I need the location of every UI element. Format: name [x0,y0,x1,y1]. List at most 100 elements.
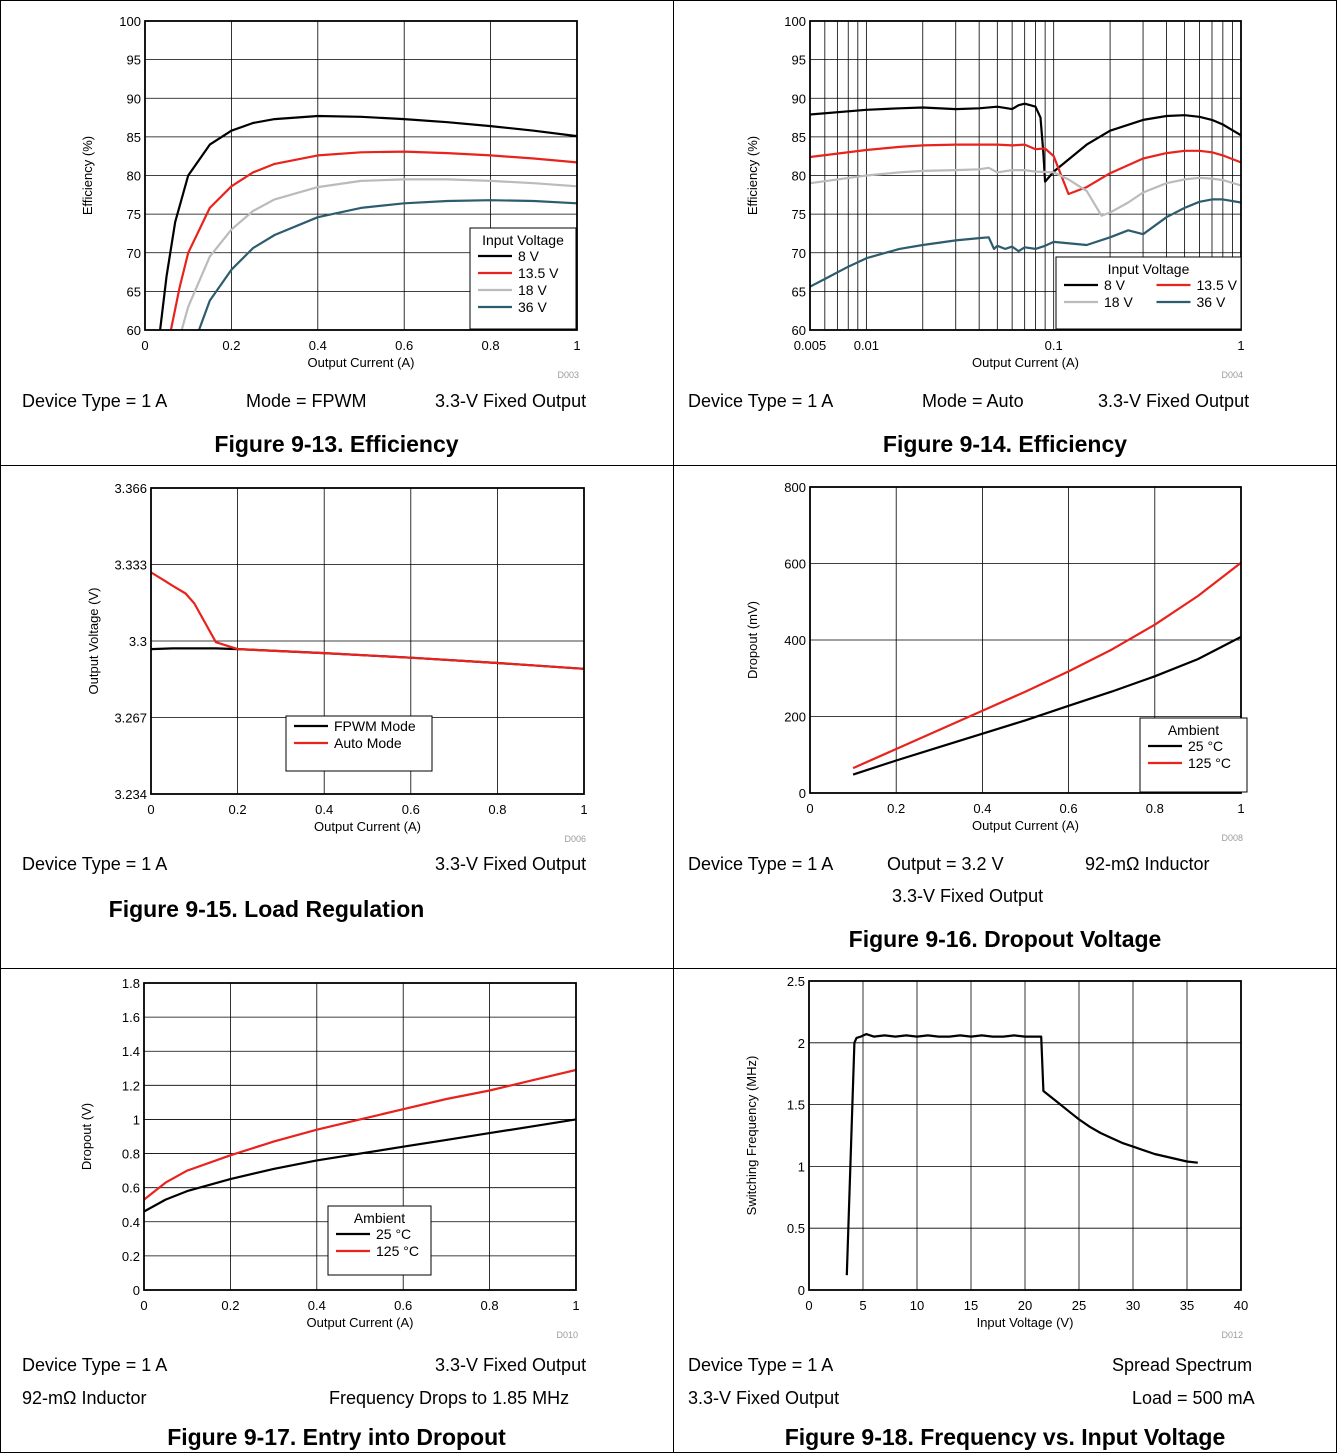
figure-caption: Figure 9-17. Entry into Dropout [167,1424,506,1450]
figure-id: D003 [557,370,579,380]
plot-frame [144,20,578,331]
condition-device-type: Device Type = 1 A [22,854,168,874]
y-tick-label: 1.6 [122,1010,140,1025]
legend-label: 25 °C [1188,738,1223,754]
x-tick-label: 1 [1237,801,1244,816]
legend-label: FPWM Mode [334,718,416,734]
series-line-3 [810,166,1241,217]
x-tick-label: 1 [580,802,587,817]
condition-device-type: Device Type = 1 A [688,1355,834,1375]
condition-output: 3.3-V Fixed Output [1098,391,1250,411]
y-tick-label: 0.5 [787,1221,805,1236]
x-tick-label: 0.2 [887,801,905,816]
y-tick-label: 1.8 [122,976,140,991]
y-tick-label: 2 [798,1036,805,1051]
series-line-4 [810,198,1241,288]
y-tick-label: 3.366 [114,481,147,496]
figure-id: D008 [1221,833,1243,843]
y-tick-label: 65 [127,284,141,299]
figure-caption: Figure 9-16. Dropout Voltage [848,926,1162,952]
plot-frame [143,982,577,1291]
legend-label: 36 V [1197,294,1226,310]
figure-id: D012 [1221,1330,1243,1340]
plot-frame [809,486,1242,794]
panel-load-regulation: 0 0.2 0.4 0.6 0.8 1 3.234 3.267 3.3 3.333 3.366 Out… [0,466,673,968]
y-tick-label: 80 [792,169,806,184]
legend-label: 125 °C [1188,755,1231,771]
legend-box [1139,717,1248,793]
x-tick-label: 0.8 [1146,801,1164,816]
series-line-3 [180,178,577,330]
series-line-2 [810,143,1241,196]
series-line-1 [845,1032,1198,1276]
y-axis-title: Switching Frequency (MHz) [744,1056,759,1216]
y-tick-label: 95 [792,53,806,68]
series-line-2 [144,1068,576,1201]
y-tick-label: 70 [127,246,141,261]
legend-label: 18 V [1104,294,1133,310]
condition-output: 3.3-V Fixed Output [435,854,587,874]
x-tick-label: 0.6 [395,338,413,353]
panel-dropout-voltage: 0 0.2 0.4 0.6 0.8 1 0 200 400 600 800 Output Curren… [673,466,1337,968]
y-tick-label: 90 [792,91,806,106]
plot-frame [809,20,1242,331]
condition-inductor: 92-mΩ Inductor [1085,854,1210,874]
x-tick-label: 40 [1234,1298,1248,1313]
x-tick-label: 0.2 [229,802,247,817]
series-line-1 [852,635,1241,776]
condition-device-type: Device Type = 1 A [688,391,834,411]
legend-box [1055,256,1242,330]
y-tick-label: 85 [792,130,806,145]
y-tick-label: 0.2 [122,1249,140,1264]
condition-output-voltage: Output = 3.2 V [887,854,1004,874]
condition-mode: Mode = Auto [922,391,1024,411]
legend-label: 25 °C [376,1226,411,1242]
condition-output: 3.3-V Fixed Output [435,1355,587,1375]
x-tick-label: 0.4 [309,338,327,353]
y-tick-label: 3.333 [114,558,147,573]
panel-efficiency-fpwm: 0 0.2 0.4 0.6 0.8 1 60 65 70 75 80 85 90 95 100 Output … [0,0,673,465]
y-tick-label: 60 [792,323,806,338]
y-tick-label: 75 [127,207,141,222]
x-tick-label: 5 [859,1298,866,1313]
panel-frequency-vs-input: 0 5 10 15 20 25 30 35 40 0 0.5 1 1.5 2 2.5 Input Voltag… [673,969,1337,1453]
y-tick-label: 1.4 [122,1044,140,1059]
legend-label: Auto Mode [334,735,402,751]
x-tick-label: 20 [1018,1298,1032,1313]
x-tick-label: 1 [573,338,580,353]
condition-device-type: Device Type = 1 A [22,391,168,411]
y-tick-label: 0.8 [122,1147,140,1162]
condition-device-type: Device Type = 1 A [688,854,834,874]
y-tick-label: 1 [798,1159,805,1174]
y-tick-label: 3.267 [114,711,147,726]
x-axis-title: Output Current (A) [314,819,421,834]
legend-label: 36 V [518,299,547,315]
x-axis-title: Output Current (A) [307,1315,414,1330]
figure-id: D004 [1221,370,1243,380]
series-line-4 [197,199,577,330]
x-tick-label: 0.8 [488,802,506,817]
legend-title: Input Voltage [1108,261,1190,277]
series-line-1 [159,114,577,330]
y-axis-title: Efficiency (%) [745,136,760,215]
y-axis-title: Output Voltage (V) [86,588,101,695]
series-line-1 [151,647,584,670]
condition-mode: Mode = FPWM [246,391,367,411]
y-tick-label: 1 [133,1112,140,1127]
x-axis-title: Output Current (A) [308,355,415,370]
y-tick-label: 1.2 [122,1078,140,1093]
x-tick-label: 30 [1126,1298,1140,1313]
series-line-1 [810,102,1241,183]
y-tick-label: 100 [784,14,806,29]
x-tick-label: 0 [141,338,148,353]
condition-inductor: 92-mΩ Inductor [22,1388,147,1408]
x-tick-label: 0.4 [308,1298,326,1313]
condition-frequency: Frequency Drops to 1.85 MHz [329,1388,570,1408]
y-axis-title: Efficiency (%) [80,136,95,215]
x-tick-label: 0.1 [1045,338,1063,353]
x-tick-label: 0.6 [394,1298,412,1313]
x-tick-label: 0 [805,1298,812,1313]
load-regulation-chart: 0 0.2 0.4 0.6 0.8 1 3.234 3.267 3.3 3.333 3.366 Out… [86,481,588,844]
dropout-voltage-chart: 0 0.2 0.4 0.6 0.8 1 0 200 400 600 800 Output Curren… [745,480,1248,843]
y-tick-label: 100 [119,14,141,29]
